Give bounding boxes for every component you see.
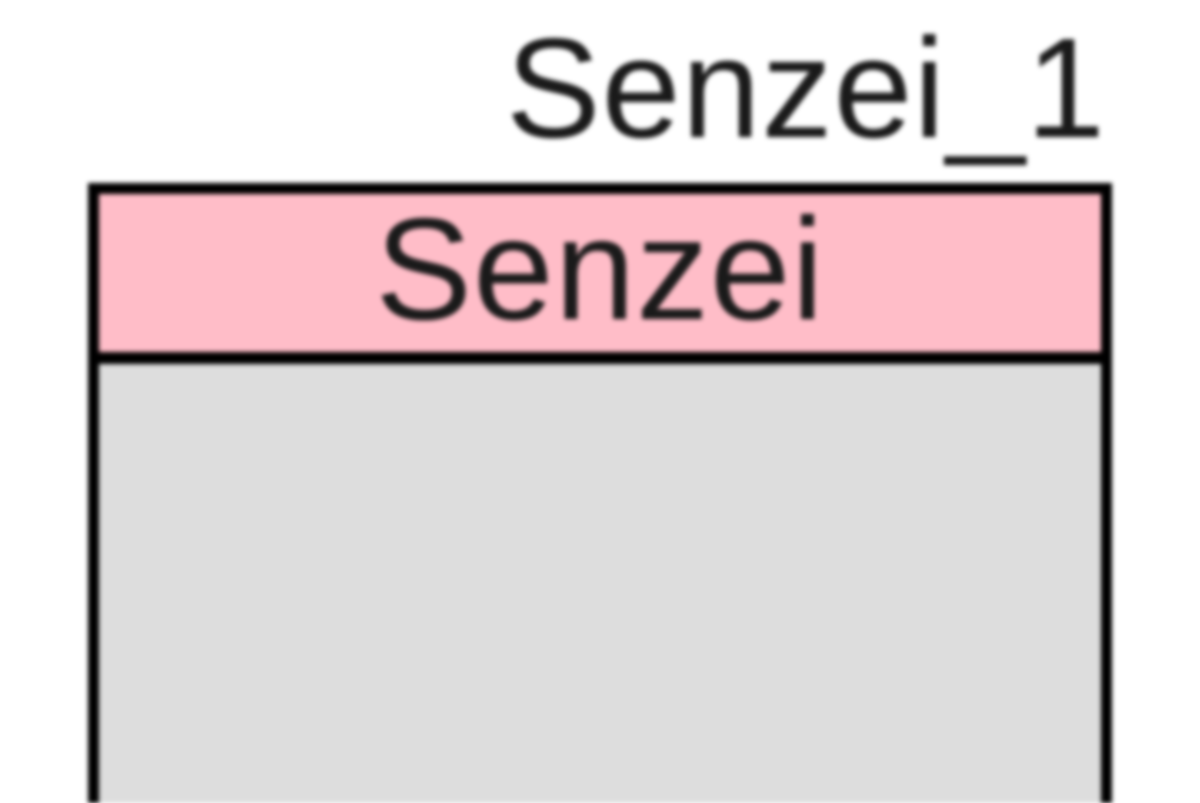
node-instance-label[interactable]: Senzei_1 <box>506 18 1106 160</box>
class-node-body[interactable] <box>99 364 1101 803</box>
diagram-canvas: Senzei_1 Senzei <box>0 0 1200 675</box>
class-node-title: Senzei <box>375 197 824 342</box>
class-node-header[interactable]: Senzei <box>99 194 1101 364</box>
class-node[interactable]: Senzei <box>88 183 1112 803</box>
